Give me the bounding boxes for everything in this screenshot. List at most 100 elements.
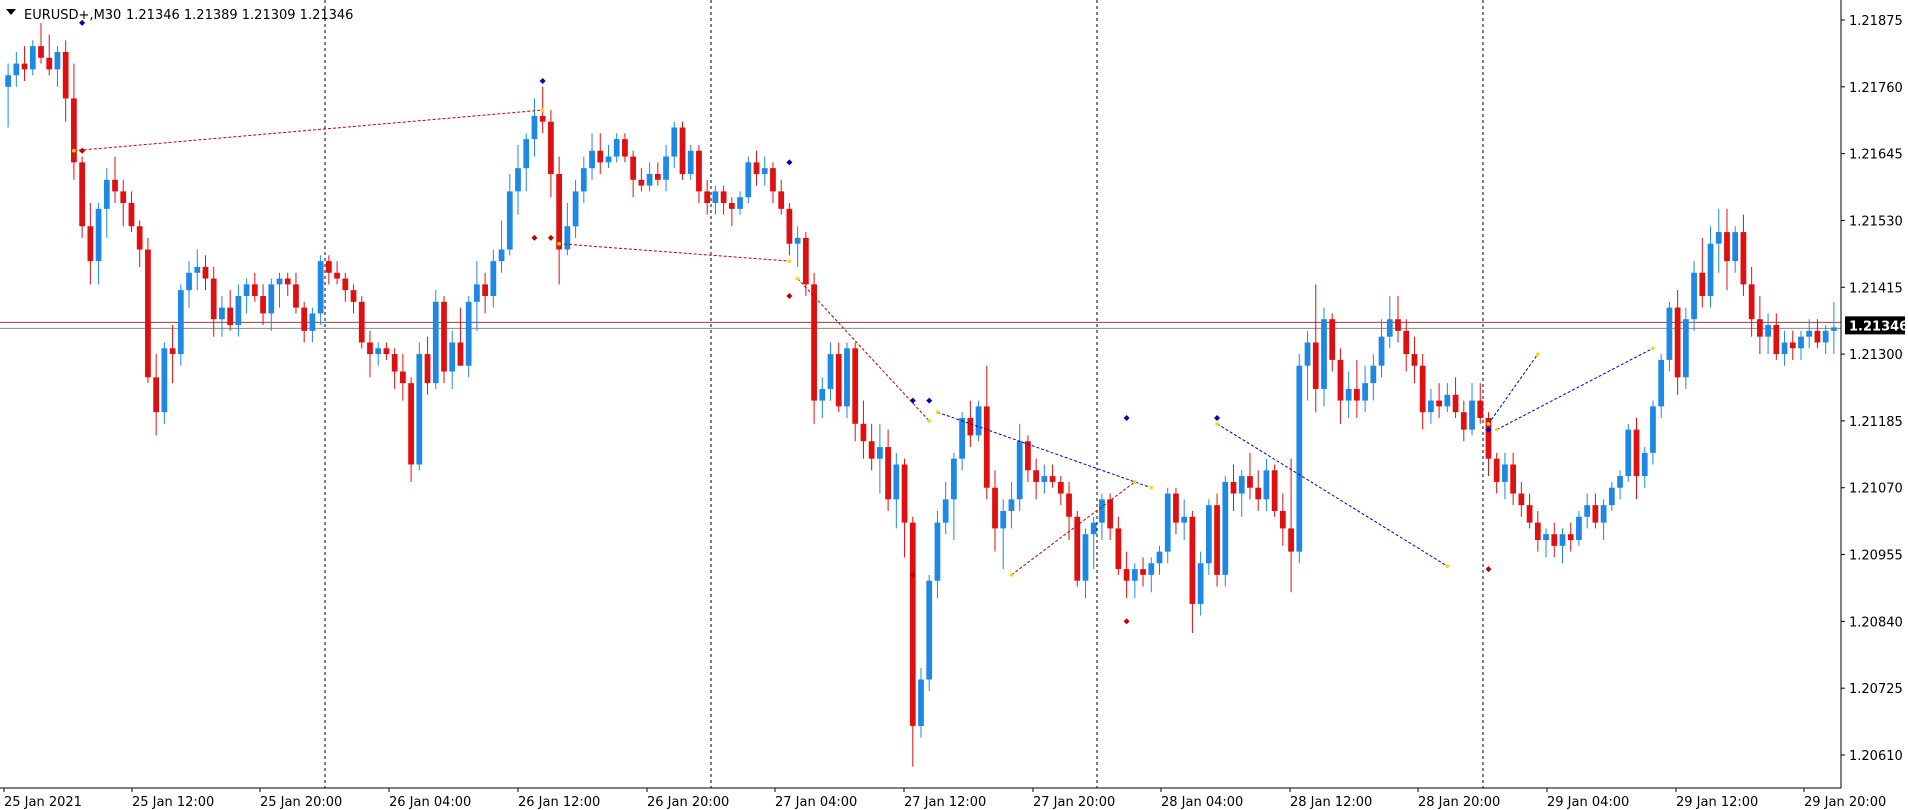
candle-body [1370,365,1377,384]
pivot-point [540,108,545,112]
candle-body [1066,493,1072,517]
candle-body [202,266,209,279]
candle-body [358,301,365,343]
price-tick-label: 1.21760 [1849,81,1903,96]
candle-body [967,418,974,436]
candle-body [284,278,291,285]
zigzag-line [1496,347,1654,431]
candle-body [1197,563,1204,604]
candle-body [1608,487,1615,506]
candle-body [580,168,587,192]
candle-body [992,487,998,529]
candle-body [325,261,332,273]
time-axis[interactable]: 25 Jan 2021 25 Jan 12:00 25 Jan 20:00 26 Ja… [3,788,1886,810]
candle-body [1033,470,1040,482]
candle-body [868,441,875,459]
candle-body [1131,569,1138,581]
candle-body [811,284,817,401]
candle-body [1255,487,1262,500]
candle-body [1041,476,1048,482]
price-tick-label: 1.21875 [1849,14,1903,29]
signal-marker [1214,415,1221,422]
pivot-point [787,259,792,263]
candle-body [235,295,242,326]
zigzag-line [1011,481,1136,576]
candle-body [1386,319,1393,337]
candle-body [1699,272,1706,296]
candle-body [885,447,891,500]
candle-body [194,266,201,273]
candle-body [120,191,127,204]
pivot-point [1445,564,1450,568]
candle-body [441,301,447,372]
candle-body [687,150,694,174]
candle-body [1452,394,1459,413]
candle-body [1691,272,1697,320]
price-tick-label: 1.21070 [1849,482,1903,497]
pivot-point [1536,352,1540,356]
candle-body [671,127,678,157]
signal-marker [786,159,793,166]
candle-body [983,406,990,488]
candle-body [71,98,77,163]
candle-body [251,284,258,296]
candle-body [1008,499,1015,511]
price-tick-label: 1.20610 [1849,749,1903,764]
candle-body [1214,505,1220,575]
price-tick-label: 1.21530 [1849,214,1903,229]
candle-body [531,115,538,140]
candle-body [1049,476,1056,482]
candle-body [745,162,752,198]
bid-price-label-bg [1845,316,1905,335]
candle-body [334,272,340,279]
candle-body [95,208,102,262]
candle-body [1411,354,1418,366]
candle-body [1806,330,1813,337]
candle-body [276,278,283,285]
candle-body [1403,330,1410,355]
signal-marker [79,19,86,26]
candle-body [679,127,686,174]
candle-body [1789,342,1796,349]
pivot-point [72,148,76,153]
candle-body [1781,342,1788,355]
pivot-point [1009,573,1014,577]
pivot-point [927,419,932,423]
candle-body [1600,505,1607,523]
pivot-point [1486,422,1491,426]
candle-body [654,173,661,180]
price-tick-label: 1.20955 [1849,549,1903,564]
candle-body [367,342,373,355]
candle-body [1329,319,1336,360]
candle-body [29,46,36,70]
time-tick-label: 28 Jan 04:00 [1161,795,1243,810]
candle-body [802,237,809,285]
candle-body [1279,510,1286,529]
time-tick-label: 26 Jan 20:00 [647,795,729,810]
candle-body [901,464,908,523]
candle-body [827,354,834,389]
candle-body [5,75,11,87]
candle-body [646,173,653,186]
candle-body [1189,516,1196,604]
price-axis[interactable]: 1.21875 1.21760 1.21645 1.21530 1.21415 1.213… [1841,14,1903,764]
candle-body [1444,394,1451,407]
candle-body [103,179,110,209]
candle-body [1090,522,1097,535]
price-tick-label: 1.20840 [1849,615,1903,630]
candle-body [926,580,933,680]
candle-body [1724,232,1730,262]
candle-body [62,51,69,99]
candle-body [21,63,28,70]
time-tick-label: 29 Jan 20:00 [1804,795,1886,810]
candle-body [112,179,118,192]
candle-body [309,313,316,331]
candle-body [852,348,859,424]
pivot-point [1215,422,1219,426]
candle-body [951,458,957,500]
time-tick-label: 27 Jan 20:00 [1033,795,1115,810]
triangle-down-icon[interactable] [6,9,16,15]
candle-body [54,51,61,70]
